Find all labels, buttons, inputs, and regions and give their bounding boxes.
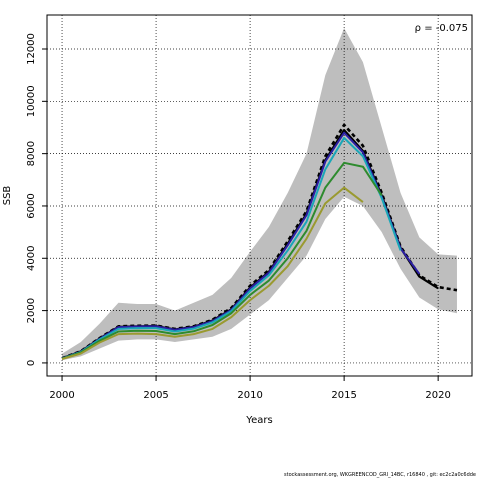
x-tick-label: 2005	[143, 390, 168, 401]
y-tick-label: 12000	[26, 33, 37, 65]
x-tick-label: 2015	[331, 390, 356, 401]
rho-annotation: ρ = -0.075	[415, 23, 468, 34]
x-tick-label: 2020	[425, 390, 450, 401]
series-line-3	[61, 131, 421, 360]
y-tick-label: 2000	[26, 298, 37, 323]
footer-caption: stockassessment.org, WKGREENCOD_GRI_14BC…	[284, 472, 476, 478]
series-line-4	[61, 136, 402, 360]
grid-layer	[47, 15, 472, 376]
y-tick-label: 10000	[26, 85, 37, 117]
y-tick-label: 0	[26, 360, 37, 366]
x-tick-label: 2010	[237, 390, 262, 401]
x-axis-label: Years	[245, 415, 272, 426]
confidence-band-layer	[62, 28, 457, 361]
series-layer	[61, 123, 458, 360]
y-axis: 0 2000 4000 6000 8000 10000 12000	[26, 33, 47, 366]
series-line-5	[61, 161, 383, 360]
y-axis-label: SSB	[2, 186, 13, 206]
series-line-6	[61, 186, 364, 360]
y-tick-label: 8000	[26, 141, 37, 166]
plot-frame	[46, 14, 473, 377]
y-tick-label: 6000	[26, 193, 37, 218]
x-axis: 2000 2005 2010 2015 2020	[49, 376, 451, 401]
x-tick-label: 2000	[49, 390, 74, 401]
confidence-band	[62, 28, 457, 361]
y-tick-label: 4000	[26, 246, 37, 271]
series-line-1	[61, 123, 458, 360]
